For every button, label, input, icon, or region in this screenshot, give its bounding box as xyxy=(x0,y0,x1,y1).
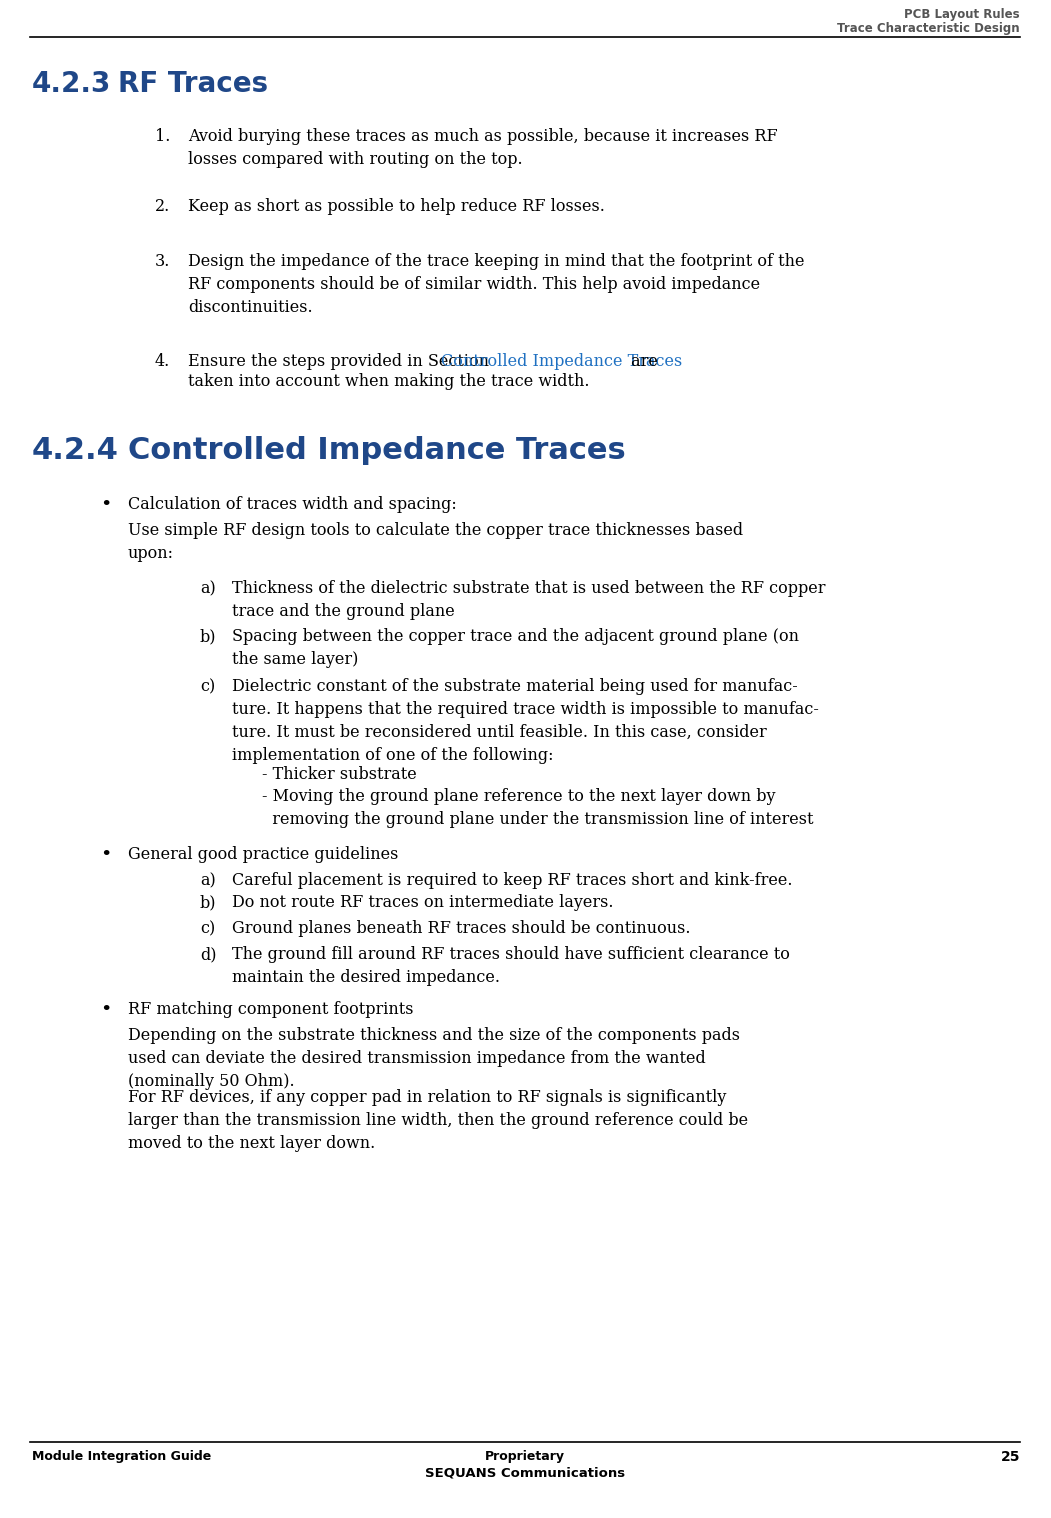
Text: SEQUANS Communications: SEQUANS Communications xyxy=(425,1466,625,1479)
Text: •: • xyxy=(100,496,111,515)
Text: a): a) xyxy=(200,580,215,597)
Text: Proprietary: Proprietary xyxy=(485,1450,565,1463)
Text: Spacing between the copper trace and the adjacent ground plane (on
the same laye: Spacing between the copper trace and the… xyxy=(232,628,799,668)
Text: RF Traces: RF Traces xyxy=(118,70,268,99)
Text: 4.2.3: 4.2.3 xyxy=(32,70,111,99)
Text: d): d) xyxy=(200,946,217,962)
Text: are: are xyxy=(626,354,658,370)
Text: Use simple RF design tools to calculate the copper trace thicknesses based
upon:: Use simple RF design tools to calculate … xyxy=(128,522,743,562)
Text: Controlled Impedance Traces: Controlled Impedance Traces xyxy=(128,436,625,465)
Text: b): b) xyxy=(200,894,217,911)
Text: Thickness of the dielectric substrate that is used between the RF copper
trace a: Thickness of the dielectric substrate th… xyxy=(232,580,825,619)
Text: 1.: 1. xyxy=(154,128,170,146)
Text: Keep as short as possible to help reduce RF losses.: Keep as short as possible to help reduce… xyxy=(188,197,605,216)
Text: 4.: 4. xyxy=(154,354,170,370)
Text: Dielectric constant of the substrate material being used for manufac-
ture. It h: Dielectric constant of the substrate mat… xyxy=(232,679,819,764)
Text: c): c) xyxy=(200,920,215,937)
Text: Do not route RF traces on intermediate layers.: Do not route RF traces on intermediate l… xyxy=(232,894,614,911)
Text: Trace Characteristic Design: Trace Characteristic Design xyxy=(838,21,1021,35)
Text: Avoid burying these traces as much as possible, because it increases RF
losses c: Avoid burying these traces as much as po… xyxy=(188,128,778,168)
Text: - Moving the ground plane reference to the next layer down by
  removing the gro: - Moving the ground plane reference to t… xyxy=(262,788,813,827)
Text: c): c) xyxy=(200,679,215,695)
Text: Ground planes beneath RF traces should be continuous.: Ground planes beneath RF traces should b… xyxy=(232,920,691,937)
Text: Design the impedance of the trace keeping in mind that the footprint of the
RF c: Design the impedance of the trace keepin… xyxy=(188,254,804,316)
Text: PCB Layout Rules: PCB Layout Rules xyxy=(904,8,1021,21)
Text: - Thicker substrate: - Thicker substrate xyxy=(262,767,417,783)
Text: Module Integration Guide: Module Integration Guide xyxy=(32,1450,211,1463)
Text: 4.2.4: 4.2.4 xyxy=(32,436,119,465)
Text: RF matching component footprints: RF matching component footprints xyxy=(128,1000,413,1019)
Text: •: • xyxy=(100,846,111,864)
Text: b): b) xyxy=(200,628,217,645)
Text: The ground fill around RF traces should have sufficient clearance to
maintain th: The ground fill around RF traces should … xyxy=(232,946,790,985)
Text: Controlled Impedance Traces: Controlled Impedance Traces xyxy=(441,354,682,370)
Text: Careful placement is required to keep RF traces short and kink-free.: Careful placement is required to keep RF… xyxy=(232,871,792,890)
Text: taken into account when making the trace width.: taken into account when making the trace… xyxy=(188,373,590,390)
Text: 2.: 2. xyxy=(154,197,170,216)
Text: For RF devices, if any copper pad in relation to RF signals is significantly
lar: For RF devices, if any copper pad in rel… xyxy=(128,1088,748,1152)
Text: Calculation of traces width and spacing:: Calculation of traces width and spacing: xyxy=(128,496,457,513)
Text: Ensure the steps provided in Section: Ensure the steps provided in Section xyxy=(188,354,494,370)
Text: Depending on the substrate thickness and the size of the components pads
used ca: Depending on the substrate thickness and… xyxy=(128,1028,740,1090)
Text: 25: 25 xyxy=(1001,1450,1021,1463)
Text: General good practice guidelines: General good practice guidelines xyxy=(128,846,398,864)
Text: 3.: 3. xyxy=(154,254,170,270)
Text: a): a) xyxy=(200,871,215,890)
Text: •: • xyxy=(100,1000,111,1019)
